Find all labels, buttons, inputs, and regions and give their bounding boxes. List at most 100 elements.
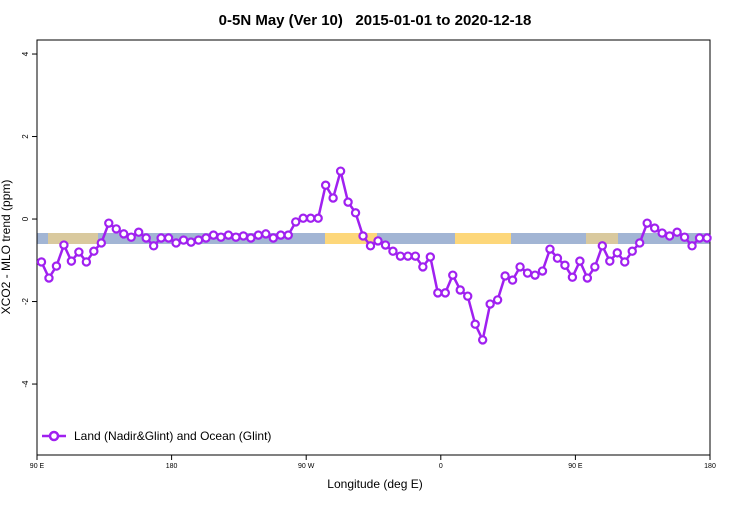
data-point	[627, 246, 637, 256]
data-point	[477, 335, 488, 345]
y-tick-label: 0	[21, 216, 30, 221]
data-point	[410, 251, 421, 261]
data-point	[373, 236, 383, 246]
data-point	[313, 213, 323, 223]
data-point	[171, 238, 181, 248]
data-point	[231, 232, 241, 242]
data-point	[305, 213, 316, 223]
data-point	[328, 193, 338, 203]
data-point	[537, 266, 548, 276]
data-point	[51, 261, 62, 271]
data-point	[507, 275, 518, 285]
data-point	[380, 240, 391, 250]
data-point	[298, 213, 308, 223]
plot-frame	[36, 39, 711, 456]
y-tick-label: 2	[21, 134, 30, 139]
x-tick-label: 0	[439, 463, 443, 470]
data-point	[395, 251, 406, 261]
data-point	[425, 252, 436, 262]
data-point	[246, 233, 256, 243]
data-point	[620, 257, 630, 267]
data-point	[358, 231, 368, 241]
data-point	[635, 238, 645, 248]
data-point	[223, 230, 234, 240]
data-point	[253, 230, 264, 240]
data-point	[440, 288, 450, 298]
data-point	[238, 231, 249, 241]
data-point	[500, 271, 510, 281]
data-point	[148, 241, 159, 251]
x-tick-label: 90 W	[298, 463, 315, 470]
data-point	[350, 208, 361, 218]
data-point	[515, 262, 525, 272]
data-point	[193, 235, 204, 245]
data-point	[597, 241, 608, 251]
data-point	[522, 268, 533, 278]
data-point	[485, 299, 495, 309]
data-point	[66, 256, 77, 266]
y-tick-label: -2	[21, 297, 30, 305]
data-point	[567, 272, 578, 282]
data-point	[44, 273, 54, 283]
data-point	[126, 232, 136, 242]
data-point	[178, 235, 189, 245]
data-point	[335, 166, 346, 176]
band-land	[325, 233, 377, 244]
data-point	[141, 233, 151, 243]
data-point	[649, 223, 660, 233]
data-point	[679, 232, 690, 242]
data-point	[89, 246, 99, 256]
data-point	[276, 230, 286, 240]
data-point	[657, 228, 667, 238]
x-tick-label: 90 E	[30, 463, 45, 470]
data-point	[74, 247, 84, 257]
data-point	[694, 233, 705, 243]
x-tick-label: 90 E	[568, 463, 583, 470]
band-land	[586, 233, 618, 244]
data-point	[208, 230, 219, 240]
legend-marker	[48, 430, 60, 442]
x-axis-title: Longitude (deg E)	[327, 477, 422, 491]
data-point	[163, 233, 174, 243]
data-point	[96, 238, 107, 248]
data-point	[612, 248, 622, 258]
x-tick-label: 180	[704, 463, 716, 470]
data-point	[687, 241, 697, 251]
data-point	[605, 256, 615, 266]
y-axis-title: XCO2 - MLO trend (ppm)	[0, 180, 13, 315]
data-point	[201, 233, 211, 243]
data-point	[642, 218, 652, 228]
data-point	[455, 285, 465, 295]
data-point	[104, 218, 114, 228]
series-line	[40, 166, 708, 344]
data-point	[283, 230, 293, 240]
chart-title: 0-5N May (Ver 10) 2015-01-01 to 2020-12-…	[219, 12, 532, 29]
data-point	[702, 233, 712, 243]
data-point	[388, 246, 398, 256]
data-point	[545, 244, 555, 254]
data-point	[216, 232, 226, 242]
data-point	[560, 260, 570, 270]
y-tick-label: -4	[21, 380, 30, 388]
data-point	[470, 319, 480, 329]
data-point	[448, 270, 458, 280]
data-point	[320, 180, 331, 190]
y-tick-label: 4	[21, 51, 30, 56]
data-point	[268, 233, 278, 243]
data-point	[575, 256, 585, 266]
data-point	[261, 229, 271, 239]
data-point	[463, 291, 473, 301]
band-land	[455, 233, 511, 244]
data-point	[403, 251, 413, 261]
data-point	[365, 241, 376, 251]
data-point	[133, 227, 144, 237]
data-point	[119, 229, 129, 239]
data-point	[418, 262, 428, 272]
surface-band	[37, 233, 710, 244]
data-point	[59, 240, 69, 250]
data-point	[156, 233, 166, 243]
data-point	[672, 227, 682, 237]
data-point	[433, 288, 443, 298]
data-point	[291, 217, 301, 227]
